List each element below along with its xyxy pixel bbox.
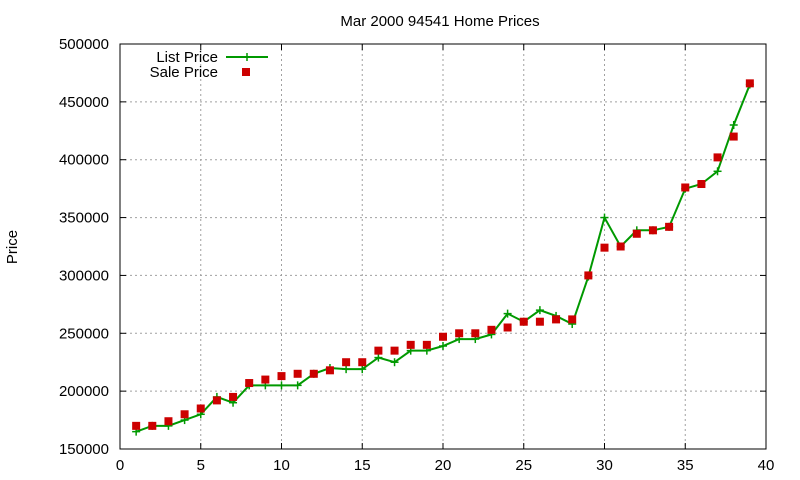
x-tick-label: 40 <box>758 457 775 474</box>
sale-price-point <box>148 421 157 430</box>
y-tick-label: 500000 <box>59 36 109 53</box>
sale-price-point <box>455 329 464 338</box>
x-tick-label: 15 <box>354 457 371 474</box>
sale-price-point <box>552 315 561 324</box>
sale-price-point <box>535 317 544 326</box>
x-tick-label: 0 <box>116 457 124 474</box>
sale-price-point <box>358 358 367 367</box>
sale-price-point <box>487 325 496 334</box>
sale-price-point <box>390 346 399 355</box>
sale-price-point <box>293 369 302 378</box>
sale-price-point <box>245 379 254 388</box>
sale-price-point <box>681 183 690 192</box>
sale-price-point <box>439 332 447 341</box>
sale-price-point <box>374 346 383 355</box>
sale-price-point <box>729 132 738 141</box>
sale-price-point <box>745 79 754 88</box>
sale-price-point <box>132 421 141 430</box>
y-tick-label: 200000 <box>59 383 109 400</box>
x-tick-label: 30 <box>596 457 613 474</box>
sale-price-point <box>406 340 415 349</box>
sale-price-point <box>309 369 318 378</box>
sale-price-point <box>261 375 270 384</box>
x-tick-label: 20 <box>435 457 452 474</box>
sale-price-point <box>616 242 625 251</box>
y-axis: 150000 200000 250000 300000 350000 400000 4500… <box>59 36 766 458</box>
y-tick-label: 400000 <box>59 152 109 169</box>
sale-price-point <box>600 243 609 252</box>
y-tick-label: 350000 <box>59 210 109 227</box>
x-tick-label: 25 <box>515 457 532 474</box>
sale-price-point <box>422 340 431 349</box>
legend-label: List Price <box>156 49 218 66</box>
series-list-price <box>132 80 754 436</box>
y-tick-label: 300000 <box>59 267 109 284</box>
sale-price-point <box>471 329 480 338</box>
series-group <box>132 79 754 436</box>
sale-price-point <box>229 392 238 401</box>
sale-price-point <box>632 229 641 238</box>
sale-price-point <box>713 153 722 162</box>
sale-price-point <box>519 317 528 326</box>
x-tick-label: 10 <box>273 457 290 474</box>
y-tick-label: 250000 <box>59 325 109 342</box>
sale-price-point <box>568 315 577 324</box>
sale-price-point <box>584 271 593 280</box>
legend-label: Sale Price <box>150 64 218 81</box>
series-sale-price <box>132 79 754 430</box>
sale-price-point <box>342 358 351 367</box>
y-tick-label: 150000 <box>59 441 109 458</box>
x-tick-label: 35 <box>677 457 694 474</box>
sale-price-point <box>325 366 334 375</box>
grid <box>120 44 766 449</box>
sale-price-point <box>503 323 512 332</box>
x-tick-label: 5 <box>197 457 205 474</box>
y-axis-label: Price <box>4 230 21 264</box>
sale-price-point <box>180 410 189 419</box>
sale-price-point <box>164 417 173 426</box>
sale-price-point <box>196 404 205 413</box>
sale-price-point <box>648 226 657 235</box>
sale-price-point <box>665 222 674 231</box>
sale-price-point <box>277 372 286 381</box>
legend-square-swatch <box>242 68 250 76</box>
y-tick-label: 450000 <box>59 94 109 111</box>
x-axis: 0 5 10 15 20 25 30 35 40 <box>116 44 775 474</box>
chart-title: Mar 2000 94541 Home Prices <box>340 13 539 30</box>
sale-price-point <box>697 180 706 189</box>
sale-price-point <box>212 396 221 405</box>
